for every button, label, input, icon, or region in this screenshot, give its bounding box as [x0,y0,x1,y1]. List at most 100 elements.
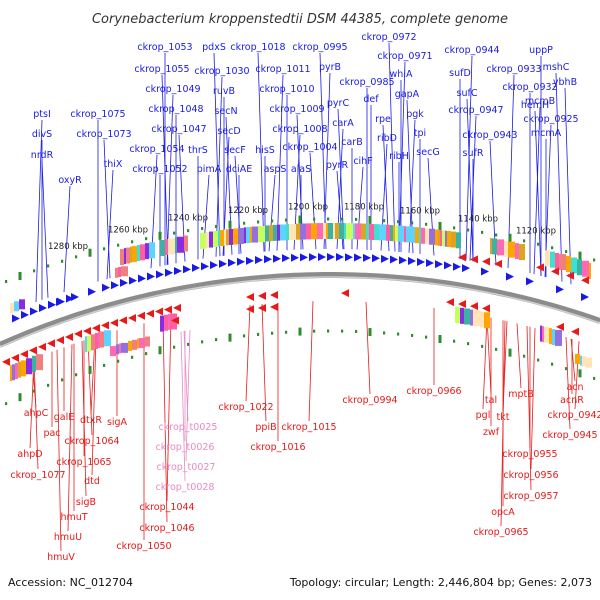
kbp-label: 1240 kbp [168,214,208,224]
reverse-gene-arrow [246,293,254,302]
gene-label: sufD [449,68,471,79]
gene-label: ckrop_0942 [547,410,600,421]
gene-label: ckrop_1004 [282,142,337,153]
feature-box [366,223,369,240]
tick-mark [103,247,106,251]
reverse-gene-arrow [341,289,349,298]
feature-box [473,310,480,327]
tick-mark [467,228,470,232]
reverse-gene-arrow [83,326,91,335]
feature-box [497,239,504,256]
forward-gene-arrow [48,300,56,309]
reverse-gene-arrow [146,309,154,318]
gene-label: ckrop_1009 [269,104,324,115]
gene-label: nrdR [31,150,54,161]
gene-label: secN [214,106,237,117]
reverse-gene-arrow [110,318,118,327]
connector-line [106,169,114,280]
major-tick [578,369,582,378]
gene-label: ckrop_0971 [377,51,432,62]
feature-box [18,361,21,378]
feature-box [145,336,150,347]
feature-box [121,266,128,277]
connector-line [180,331,186,482]
feature-box [233,228,238,245]
reverse-gene-arrow [137,311,145,320]
feature-box [355,223,361,240]
kbp-label: 1180 kbp [344,203,384,213]
forward-gene-arrow [417,257,425,266]
feature-box [164,314,168,331]
forward-gene-arrow [219,259,227,268]
tick-mark [131,355,134,359]
tick-mark [47,383,50,387]
major-tick [298,215,302,224]
forward-gene-arrow [481,267,489,276]
forward-gene-arrow [88,287,96,296]
feature-box [10,365,12,382]
feature-box [429,228,435,245]
connector-line [213,52,221,257]
gene-label: sufC [457,88,478,99]
kbp-label: 1200 kbp [288,202,328,212]
tick-mark [551,362,554,366]
major-tick [228,220,232,229]
connector-line [516,323,522,389]
feature-box [374,224,379,241]
tick-mark [453,339,456,343]
feature-box [139,338,145,349]
connector-line [29,358,35,449]
gene-label: divS [32,129,52,140]
forward-gene-arrow [408,257,416,266]
forward-gene-arrow [399,256,407,265]
feature-box [386,224,390,241]
tick-mark [33,269,36,273]
reverse-gene-arrow [581,276,589,285]
feature-box [10,302,14,313]
feature-box [411,226,415,243]
tick-mark [495,233,498,237]
gene-label: ckrop_0932 [502,82,557,93]
gene-label: ckrop_1015 [281,422,336,433]
reverse-gene-arrow [494,259,502,268]
feature-box [120,249,124,266]
feature-box [12,364,15,381]
feature-box [306,223,311,240]
forward-gene-arrow [39,304,47,313]
feature-box [95,333,98,350]
reverse-gene-arrow [29,346,37,355]
reverse-gene-arrow [482,257,490,266]
feature-box [445,230,447,247]
feature-box [124,248,126,265]
feature-box [14,301,19,312]
tick-mark [425,335,428,339]
reverse-gene-arrow [470,255,478,264]
feature-box [218,230,220,247]
gene-label: dtxR [80,415,102,426]
feature-box [395,225,398,242]
reverse-gene-arrow [458,253,466,262]
gene-label: thrS [188,145,208,156]
feature-box [559,254,566,271]
major-tick [18,393,22,402]
tick-mark [33,389,36,393]
tick-mark [285,218,288,222]
forward-gene-arrow [228,258,236,267]
connector-line [526,325,532,491]
gene-label: pgl [476,410,491,421]
tick-mark [145,237,148,241]
forward-gene-arrow [237,257,245,266]
feature-box [442,230,445,247]
tick-mark [481,230,484,234]
feature-box [515,243,519,260]
backbone-arc [0,272,600,348]
gene-labels: 1280 kbp 1260 kbp 1240 kbp 1220 kbp 1200 kbp… [10,32,600,563]
tick-mark [173,345,176,349]
feature-box [451,231,456,248]
feature-box [323,223,326,240]
feature-box [582,260,589,277]
feature-box [184,235,188,252]
tick-mark [187,229,190,233]
connector-line [33,358,39,470]
connector-line [555,72,563,282]
